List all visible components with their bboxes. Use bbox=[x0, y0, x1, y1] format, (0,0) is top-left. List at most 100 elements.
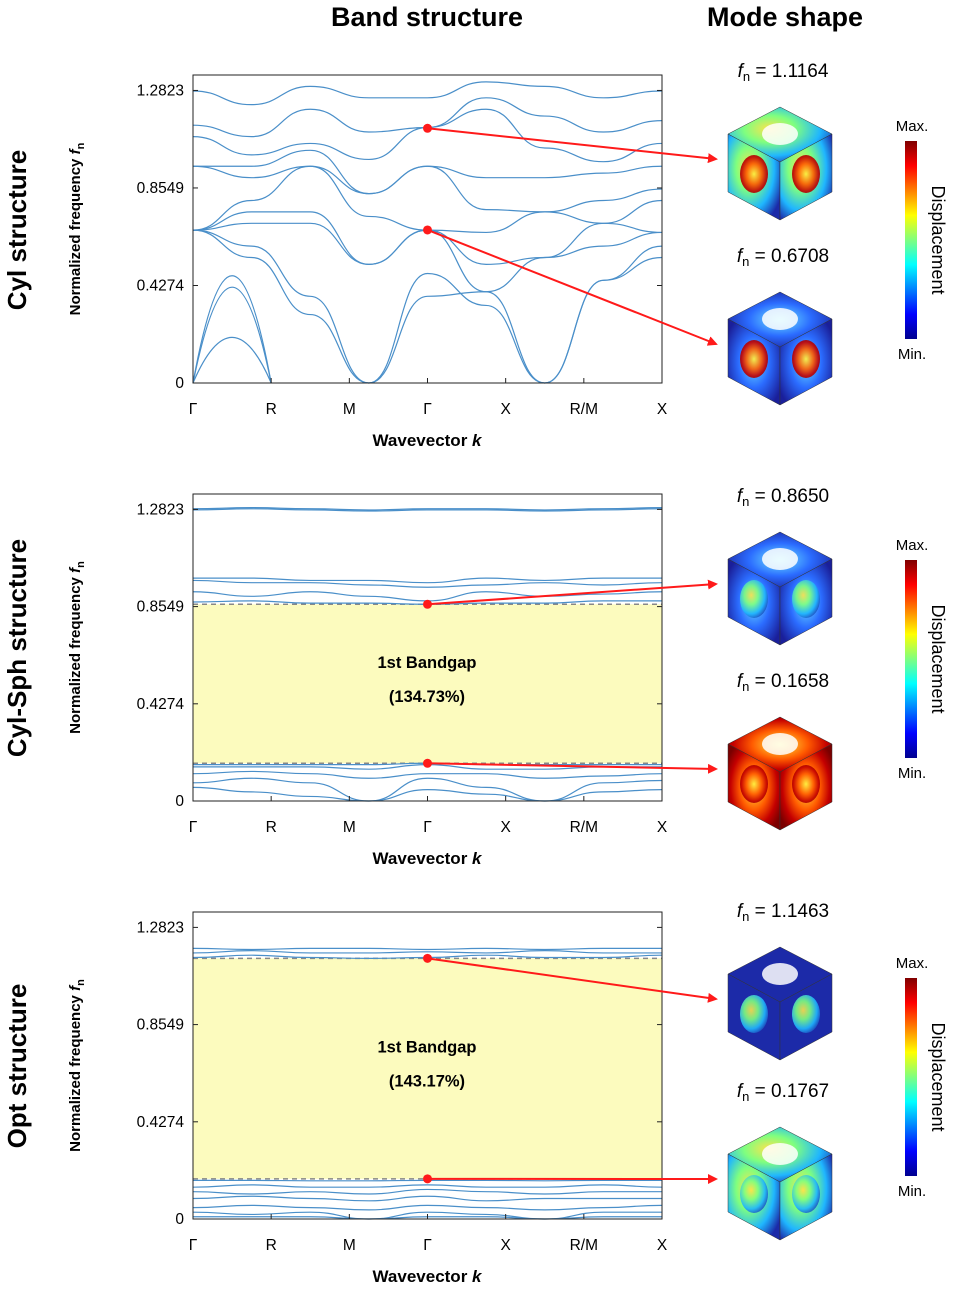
x-axis-label-text: Wavevector bbox=[373, 1267, 473, 1286]
colorbar-title: Displacement bbox=[928, 185, 948, 294]
x-tick-label-0: Γ bbox=[189, 1237, 198, 1254]
x-tick-label-2: M bbox=[343, 1237, 356, 1254]
band-line-6 bbox=[192, 1184, 663, 1188]
y-axis-label-symbol: f bbox=[67, 147, 84, 154]
y-tick-label-0: 0 bbox=[175, 1211, 184, 1228]
cube-hole-right bbox=[792, 155, 820, 193]
acoustic-branch-3 bbox=[192, 337, 272, 384]
colorbar bbox=[905, 978, 917, 1176]
row-label: Cyl structure bbox=[2, 150, 32, 310]
colorbar-max-label: Max. bbox=[896, 118, 929, 135]
frequency-subscript: n bbox=[743, 69, 750, 84]
upper-mode-arrow bbox=[427, 957, 718, 1003]
y-axis-label-text: Normalized frequency bbox=[67, 573, 84, 734]
cube-hole-right bbox=[792, 765, 820, 803]
frequency-symbol: f bbox=[737, 486, 744, 507]
colorbar-max-label: Max. bbox=[896, 955, 929, 972]
frequency-subscript: n bbox=[742, 254, 749, 269]
y-axis-label: Normalized frequency fn bbox=[67, 979, 87, 1152]
lower-mode-frequency: fn = 0.1658 bbox=[737, 671, 829, 694]
lower-mode-frequency: fn = 0.1767 bbox=[737, 1081, 829, 1104]
band-line-2 bbox=[192, 229, 663, 384]
lower-mode-mode-shape bbox=[727, 291, 833, 406]
y-axis-label-text: Normalized frequency bbox=[67, 991, 84, 1152]
upper-mode-frequency: fn = 1.1164 bbox=[738, 61, 829, 84]
x-tick-label-4: X bbox=[500, 401, 511, 418]
band-line-4 bbox=[192, 211, 663, 265]
x-axis-label-symbol: k bbox=[472, 1267, 483, 1286]
cube-hole-top bbox=[762, 733, 798, 755]
x-tick-label-3: Γ bbox=[423, 819, 432, 836]
y-tick-label-0: 0 bbox=[175, 375, 184, 392]
x-axis-label-symbol: k bbox=[472, 431, 483, 450]
header-mode-shape: Mode shape bbox=[707, 2, 863, 32]
x-tick-label-6: X bbox=[657, 819, 668, 836]
band-line-10 bbox=[192, 508, 663, 512]
bandgap-region bbox=[193, 958, 662, 1179]
y-axis-label-symbol: f bbox=[67, 566, 84, 573]
band-line-9 bbox=[192, 950, 662, 954]
band-line-2 bbox=[192, 777, 663, 802]
x-tick-label-5: R/M bbox=[570, 401, 598, 418]
row-label: Opt structure bbox=[2, 984, 32, 1149]
colorbar-title: Displacement bbox=[928, 604, 948, 713]
x-tick-label-4: X bbox=[500, 819, 511, 836]
y-axis-label-subscript: n bbox=[75, 142, 87, 149]
frequency-value: = 1.1164 bbox=[750, 61, 829, 82]
band-line-3 bbox=[192, 1204, 663, 1211]
acoustic-branch-2 bbox=[192, 275, 272, 384]
upper-mode-marker bbox=[423, 599, 432, 609]
cube-hole-right bbox=[792, 1175, 820, 1213]
header-band-structure: Band structure bbox=[331, 2, 523, 32]
frequency-subscript: n bbox=[742, 1089, 749, 1104]
lower-mode-frequency: fn = 0.6708 bbox=[737, 246, 829, 269]
frequency-value: = 0.1658 bbox=[749, 671, 829, 692]
y-axis-label-subscript: n bbox=[75, 561, 87, 568]
colorbar bbox=[905, 560, 917, 758]
upper-mode-marker bbox=[423, 123, 432, 133]
frequency-subscript: n bbox=[742, 679, 749, 694]
colorbar-max-label: Max. bbox=[896, 537, 929, 554]
y-tick-label-2: 0.8549 bbox=[137, 599, 184, 616]
cube-hole-top bbox=[762, 1143, 798, 1165]
frequency-symbol: f bbox=[737, 901, 744, 922]
y-tick-label-0: 0 bbox=[175, 793, 184, 810]
cube-hole-left bbox=[740, 995, 768, 1033]
band-line-1 bbox=[192, 786, 663, 802]
band-line-8 bbox=[192, 579, 663, 588]
upper-mode-marker bbox=[423, 953, 432, 963]
x-axis-label: Wavevector k bbox=[373, 1267, 484, 1286]
bandgap-region bbox=[193, 604, 662, 764]
y-tick-label-2: 0.8549 bbox=[137, 180, 184, 197]
colorbar-min-label: Min. bbox=[898, 346, 926, 363]
frequency-symbol: f bbox=[737, 1081, 744, 1102]
x-tick-label-6: X bbox=[657, 1237, 668, 1254]
upper-mode-mode-shape bbox=[727, 106, 833, 221]
band-line-9 bbox=[193, 577, 662, 584]
cube-hole-top bbox=[762, 308, 798, 330]
bandgap-label: 1st Bandgap bbox=[377, 1039, 476, 1057]
frequency-subscript: n bbox=[742, 909, 749, 924]
y-axis-label-symbol: f bbox=[67, 984, 84, 991]
x-axis-label-symbol: k bbox=[472, 849, 483, 868]
upper-mode-mode-shape bbox=[727, 531, 833, 646]
cube-hole-left bbox=[740, 155, 768, 193]
acoustic-branch-1 bbox=[192, 286, 272, 384]
frequency-value: = 1.1463 bbox=[749, 901, 829, 922]
upper-mode-frequency: fn = 1.1463 bbox=[737, 901, 829, 924]
y-tick-label-2: 0.8549 bbox=[137, 1017, 184, 1034]
x-tick-label-0: Γ bbox=[189, 401, 198, 418]
band-line-11 bbox=[192, 507, 663, 511]
frequency-value: = 0.6708 bbox=[749, 246, 829, 267]
lower-mode-arrow bbox=[427, 762, 718, 774]
frequency-symbol: f bbox=[737, 246, 744, 267]
y-axis-label-text: Normalized frequency bbox=[67, 154, 84, 315]
y-tick-label-1: 0.4274 bbox=[137, 696, 185, 713]
row-label: Cyl-Sph structure bbox=[2, 539, 32, 757]
lower-mode-marker bbox=[423, 225, 432, 235]
cube-hole-top bbox=[762, 123, 798, 145]
x-axis-label-text: Wavevector bbox=[373, 431, 473, 450]
frequency-value: = 0.1767 bbox=[749, 1081, 829, 1102]
x-axis-label: Wavevector k bbox=[373, 431, 484, 450]
x-tick-label-2: M bbox=[343, 401, 356, 418]
